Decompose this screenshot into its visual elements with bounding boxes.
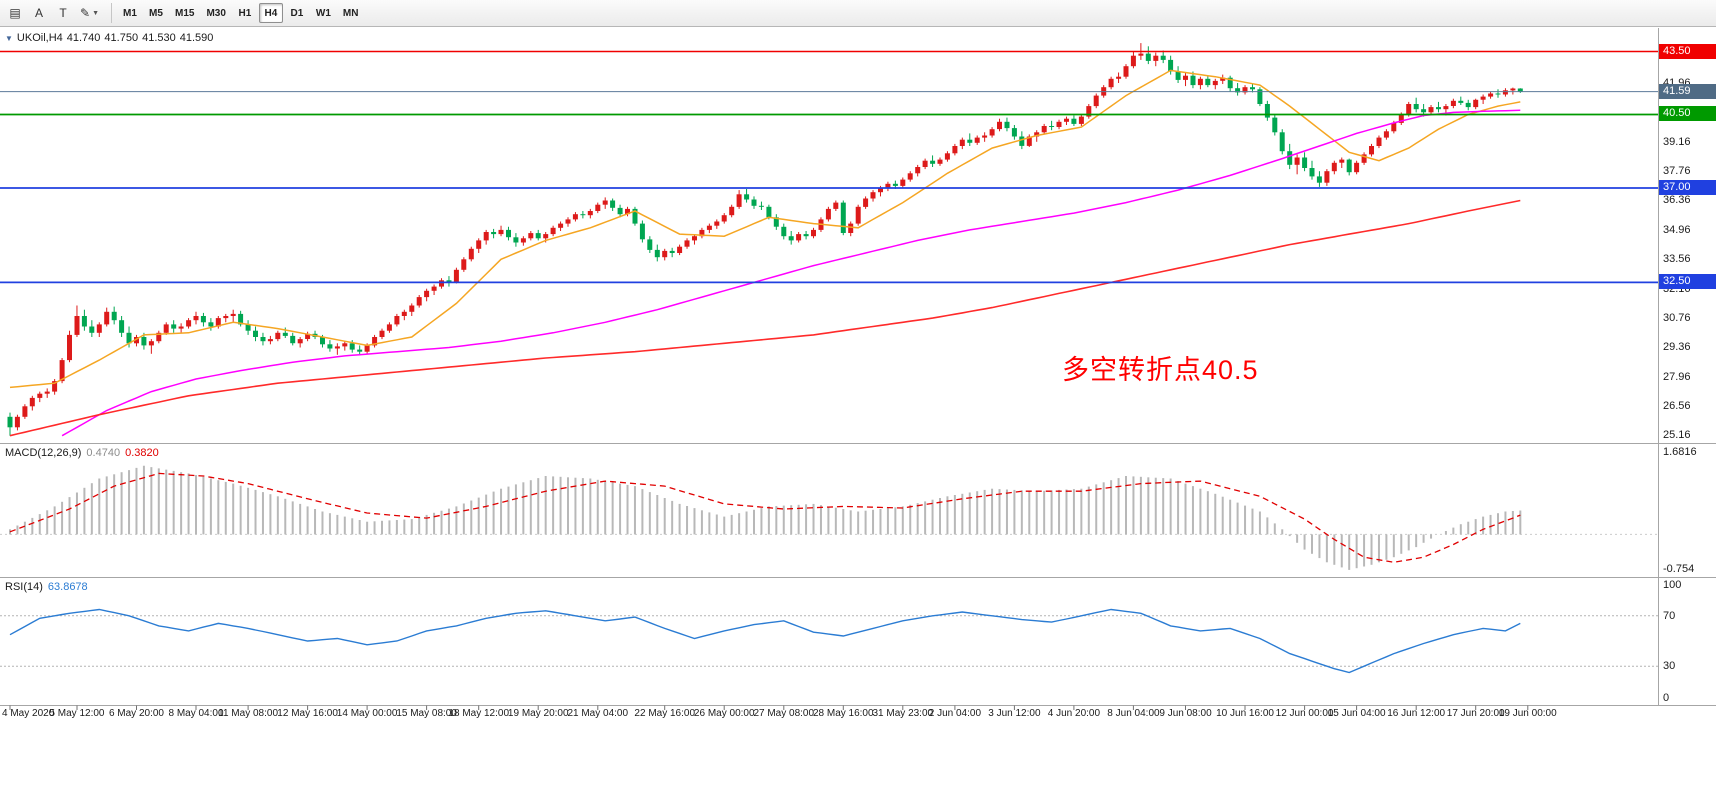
pencil-draw-icon: ✎ bbox=[80, 6, 91, 20]
date-label: 15 May 08:00 bbox=[396, 708, 457, 719]
date-label: 3 Jun 12:00 bbox=[988, 708, 1041, 719]
rsi-indicator-label: RSI(14) 63.8678 bbox=[5, 581, 88, 593]
macd-signal-value: 0.3820 bbox=[125, 447, 159, 459]
timeframe-button-m30[interactable]: M30 bbox=[201, 3, 230, 23]
macd-panel bbox=[0, 465, 1658, 570]
date-label: 28 May 16:00 bbox=[812, 708, 874, 719]
timeframe-button-w1[interactable]: W1 bbox=[311, 3, 336, 23]
text-tool-icon: T bbox=[59, 6, 67, 20]
timeframe-button-mn[interactable]: MN bbox=[338, 3, 364, 23]
date-label: 5 May 12:00 bbox=[49, 708, 105, 719]
date-label: 17 Jun 20:00 bbox=[1446, 708, 1505, 719]
rsi-name: RSI(14) bbox=[5, 581, 43, 593]
date-label: 12 Jun 00:00 bbox=[1275, 708, 1334, 719]
arrow-tool-icon[interactable]: A bbox=[28, 3, 50, 24]
date-label: 11 May 08:00 bbox=[218, 708, 279, 719]
timeframe-toolbar: M1 M5 M15 M30 H1 H4 D1 W1 MN bbox=[117, 3, 364, 23]
pencil-draw-icon[interactable]: ✎ ▼ bbox=[76, 3, 103, 24]
timeframe-button-m15[interactable]: M15 bbox=[170, 3, 199, 23]
macd-signal-line bbox=[9, 472, 1521, 563]
drawing-tools-group: ▤ A T ✎ ▼ bbox=[3, 3, 104, 24]
date-label: 19 Jun 00:00 bbox=[1498, 708, 1557, 719]
rsi-line bbox=[9, 608, 1521, 674]
panel-frame bbox=[0, 28, 1716, 710]
toolbar-separator bbox=[107, 3, 112, 23]
date-label: 6 May 20:00 bbox=[108, 708, 164, 719]
macd-indicator-label: MACD(12,26,9) 0.4740 0.3820 bbox=[5, 447, 159, 459]
ohlc-close: 41.590 bbox=[179, 32, 214, 44]
top-toolbar: ▤ A T ✎ ▼ M1 M5 M15 M30 H1 H4 D1 W1 MN bbox=[0, 0, 1716, 27]
date-label: 27 May 08:00 bbox=[753, 708, 815, 719]
symbol-info: ▼ UKOil,H4 41.740 41.750 41.530 41.590 bbox=[5, 32, 217, 44]
ohlc-high: 41.750 bbox=[104, 32, 139, 44]
date-label: 21 May 04:00 bbox=[567, 708, 629, 719]
moving-average-lines bbox=[9, 69, 1521, 437]
date-label: 8 Jun 04:00 bbox=[1107, 708, 1160, 719]
arrow-tool-icon: A bbox=[34, 6, 43, 20]
chart-window-icon: ▤ bbox=[9, 6, 21, 20]
date-label: 22 May 16:00 bbox=[634, 708, 696, 719]
turning-point-annotation[interactable]: 多空转折点40.5 bbox=[1062, 355, 1259, 385]
ohlc-low: 41.530 bbox=[142, 32, 176, 44]
time-axis: 4 May 2020 5 May 12:00 6 May 20:00 8 May 04… bbox=[0, 708, 1716, 724]
rsi-value: 63.8678 bbox=[47, 581, 88, 593]
ma-line-medium bbox=[61, 109, 1521, 437]
date-label: 8 May 04:00 bbox=[168, 708, 224, 719]
date-label: 12 May 16:00 bbox=[277, 708, 338, 719]
macd-main-value: 0.4740 bbox=[86, 447, 121, 459]
ohlc-open: 41.740 bbox=[66, 32, 101, 44]
timeframe-button-h4[interactable]: H4 bbox=[258, 3, 283, 23]
date-label: 2 Jun 04:00 bbox=[928, 708, 982, 719]
candlestick-series bbox=[7, 43, 1523, 436]
symbol-name: UKOil,H4 bbox=[16, 32, 63, 44]
date-label: 4 May 2020 bbox=[2, 708, 55, 719]
ma-line-slow bbox=[9, 199, 1521, 437]
horizontal-price-lines[interactable] bbox=[0, 50, 1658, 284]
macd-scale-max: 1.6816 bbox=[1663, 446, 1697, 458]
date-label: 18 May 12:00 bbox=[448, 708, 510, 719]
symbol-caret-icon: ▼ bbox=[5, 34, 13, 43]
date-label: 15 Jun 04:00 bbox=[1327, 708, 1386, 719]
dropdown-caret-icon: ▼ bbox=[92, 9, 99, 17]
date-label: 31 May 23:00 bbox=[872, 708, 934, 719]
chart-window-icon[interactable]: ▤ bbox=[4, 3, 26, 24]
timeframe-button-m1[interactable]: M1 bbox=[118, 3, 142, 23]
rsi-panel bbox=[0, 608, 1658, 674]
date-label: 14 May 00:00 bbox=[336, 708, 398, 719]
timeframe-button-d1[interactable]: D1 bbox=[285, 3, 309, 23]
date-label: 4 Jun 20:00 bbox=[1047, 708, 1101, 719]
date-label: 26 May 00:00 bbox=[693, 708, 755, 719]
text-tool-icon[interactable]: T bbox=[52, 3, 74, 24]
macd-scale-min: -0.754 bbox=[1663, 563, 1695, 575]
date-label: 10 Jun 16:00 bbox=[1216, 708, 1274, 719]
timeframe-button-h1[interactable]: H1 bbox=[233, 3, 257, 23]
macd-name: MACD(12,26,9) bbox=[5, 447, 82, 459]
date-label: 9 Jun 08:00 bbox=[1159, 708, 1212, 719]
timeframe-button-m5[interactable]: M5 bbox=[144, 3, 168, 23]
date-label: 16 Jun 12:00 bbox=[1387, 708, 1446, 719]
date-label: 19 May 20:00 bbox=[507, 708, 569, 719]
